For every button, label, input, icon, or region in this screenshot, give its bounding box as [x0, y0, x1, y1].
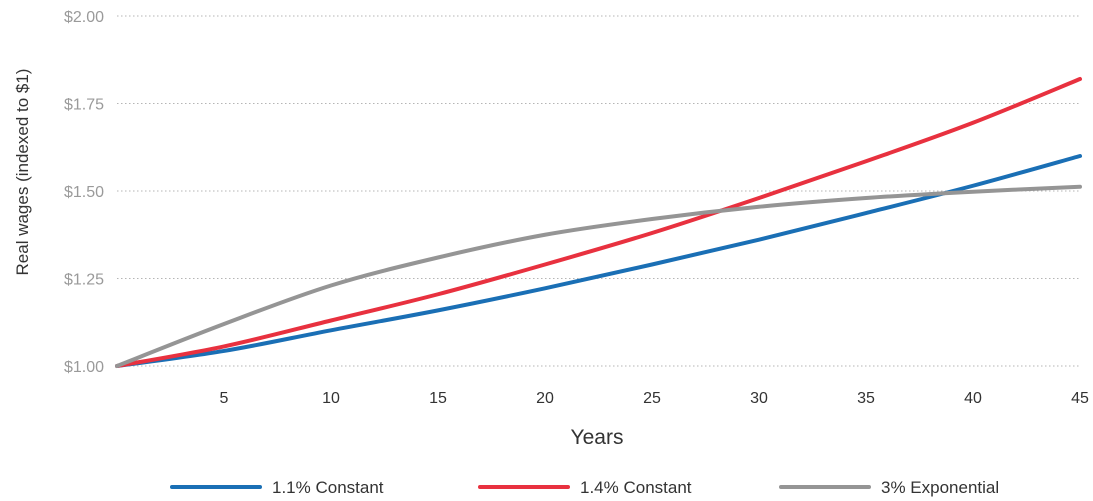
legend-item: 1.4% Constant [478, 478, 692, 497]
y-tick-label: $1.00 [64, 359, 104, 376]
x-axis-ticks: 5 10 15 20 25 30 35 40 45 [220, 390, 1089, 407]
y-tick-label: $1.25 [64, 272, 104, 289]
x-tick-label: 45 [1071, 390, 1089, 407]
gridlines [117, 15, 1080, 367]
x-tick-label: 20 [536, 390, 554, 407]
y-tick-label: $1.50 [64, 184, 104, 201]
x-axis-title: Years [571, 426, 624, 449]
legend-item: 1.1% Constant [170, 478, 384, 497]
series-line-2 [115, 77, 1082, 368]
series-line-3 [115, 184, 1082, 368]
x-tick-label: 10 [322, 390, 340, 407]
series-lines [115, 77, 1082, 368]
legend-item: 3% Exponential [779, 478, 999, 497]
legend-label: 1.1% Constant [272, 478, 384, 497]
y-tick-label: $1.75 [64, 97, 104, 114]
y-tick-label: $2.00 [64, 9, 104, 26]
legend-label: 1.4% Constant [580, 478, 692, 497]
x-tick-label: 30 [750, 390, 768, 407]
legend-label: 3% Exponential [881, 478, 999, 497]
x-tick-label: 5 [220, 390, 229, 407]
y-axis-title: Real wages (indexed to $1) [13, 69, 32, 276]
x-tick-label: 40 [964, 390, 982, 407]
legend: 1.1% Constant 1.4% Constant 3% Exponential [170, 478, 999, 497]
x-tick-label: 15 [429, 390, 447, 407]
series-line-1 [115, 154, 1082, 368]
x-tick-label: 25 [643, 390, 661, 407]
x-tick-label: 35 [857, 390, 875, 407]
y-axis-ticks: $1.00 $1.25 $1.50 $1.75 $2.00 [64, 9, 104, 376]
